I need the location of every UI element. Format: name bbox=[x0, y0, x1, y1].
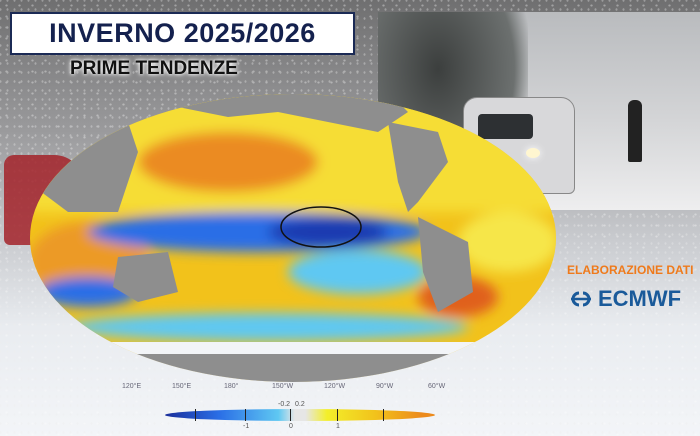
australia bbox=[113, 252, 178, 302]
lon-label: 120°W bbox=[324, 383, 346, 390]
lon-label: 180° bbox=[224, 383, 239, 390]
credit-label: ELABORAZIONE DATI bbox=[567, 263, 694, 277]
colorbar bbox=[165, 409, 435, 421]
pedestrian bbox=[628, 100, 642, 162]
ecmwf-logo-icon bbox=[571, 291, 591, 307]
colorbar-inner-label: -0.2 bbox=[278, 401, 291, 408]
lon-label: 150°E bbox=[172, 383, 192, 390]
lon-label: 60°W bbox=[428, 383, 446, 390]
colorbar-label: 0 bbox=[289, 423, 293, 430]
title-box: INVERNO 2025/2026 bbox=[10, 12, 355, 55]
lon-label: 150°W bbox=[272, 383, 294, 390]
colorbar-inner-label: 0.2 bbox=[295, 401, 305, 408]
longitude-axis: 120°E 150°E 180° 150°W 120°W 90°W 60°W bbox=[0, 383, 560, 395]
subtitle: PRIME TENDENZE bbox=[70, 58, 238, 79]
colorbar-label: 1 bbox=[336, 423, 340, 430]
ecmwf-brand: ECMWF bbox=[598, 286, 682, 311]
asia bbox=[30, 94, 138, 212]
lon-label: 120°E bbox=[122, 383, 142, 390]
page-title: INVERNO 2025/2026 bbox=[49, 18, 316, 48]
highlight-circle bbox=[280, 206, 362, 248]
lon-label: 90°W bbox=[376, 383, 394, 390]
colorbar-label: -1 bbox=[243, 423, 250, 430]
north-america bbox=[388, 122, 448, 212]
ecmwf-logo: ECMWF bbox=[568, 286, 681, 312]
south-america bbox=[418, 217, 473, 312]
sst-anomaly-map bbox=[30, 94, 556, 382]
